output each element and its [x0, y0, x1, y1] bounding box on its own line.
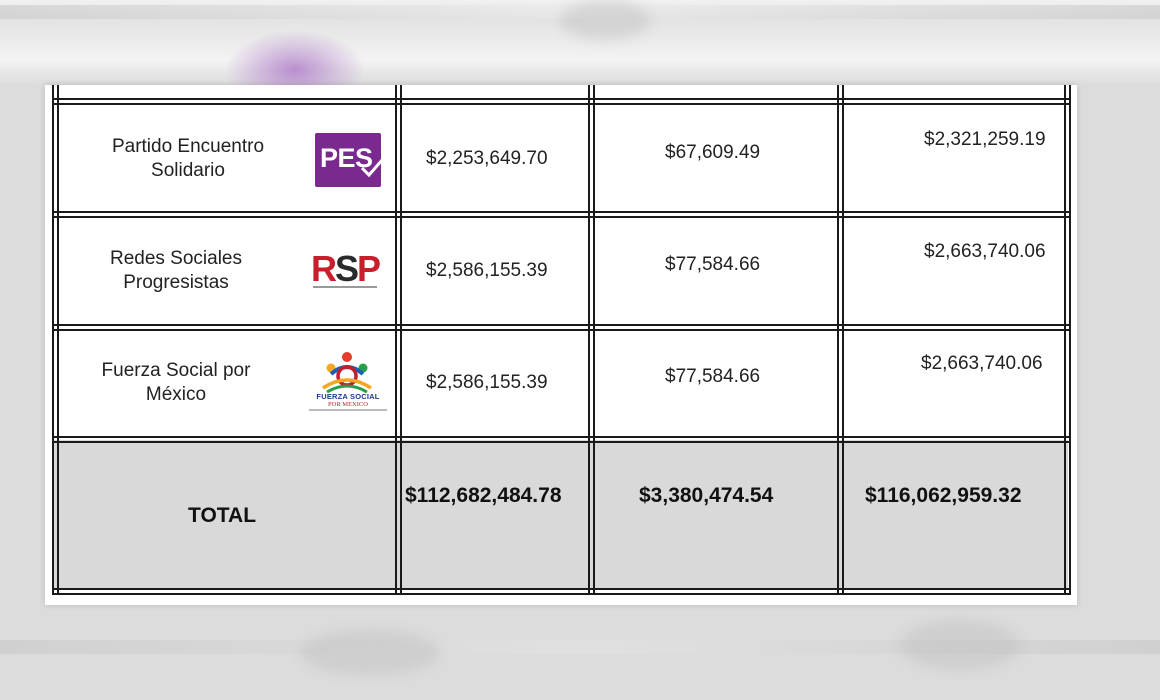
table-border	[52, 436, 1071, 438]
pes-logo: PES	[315, 133, 385, 187]
party-name-pes: Partido Encuentro Solidario	[111, 136, 265, 181]
table-border	[52, 98, 1071, 100]
table-border	[1069, 85, 1071, 595]
table-border	[57, 85, 59, 595]
table-cell: $2,586,155.39	[426, 372, 548, 393]
table-cell: $2,321,259.19	[924, 129, 1046, 150]
table-border	[52, 593, 1071, 595]
check-icon	[360, 158, 385, 178]
table-border	[842, 85, 844, 595]
table-cell: $2,253,649.70	[426, 148, 548, 169]
table-cell: $2,586,155.39	[426, 260, 548, 281]
total-row-shading	[54, 440, 1068, 590]
table-border	[52, 441, 1071, 443]
table-cell: $2,663,740.06	[924, 241, 1046, 262]
rsp-logo-text: RSP	[311, 248, 381, 289]
table-cell: $77,584.66	[665, 366, 761, 387]
fuerza-social-emblem-icon	[322, 352, 372, 394]
background-blob	[300, 630, 440, 675]
table-border	[588, 85, 590, 595]
background-blob	[900, 620, 1020, 670]
total-label: TOTAL	[188, 504, 257, 527]
total-cell: $112,682,484.78	[405, 484, 562, 507]
total-cell: $3,380,474.54	[639, 484, 774, 507]
table-cell: $67,609.49	[665, 142, 761, 163]
table-border	[52, 103, 1071, 105]
table-border	[52, 211, 1071, 213]
table-border	[837, 85, 839, 595]
document-sheet: Partido Encuentro Solidario PES $2,253,6…	[45, 85, 1077, 605]
table-border	[1064, 85, 1066, 595]
table-border	[52, 588, 1071, 590]
background-band	[0, 5, 1160, 19]
table-cell: $77,584.66	[665, 254, 761, 275]
total-cell: $116,062,959.32	[865, 484, 1022, 507]
table-border	[52, 85, 54, 595]
fuerza-social-logo: FUERZA SOCIAL POR MEXICO	[309, 350, 387, 418]
table-border	[400, 85, 402, 595]
party-name-rsp: Redes Sociales Progresistas	[109, 248, 243, 293]
table-border	[52, 329, 1071, 331]
table-border	[52, 216, 1071, 218]
table-border	[395, 85, 397, 595]
table-border	[593, 85, 595, 595]
fuerza-social-logo-subtext: POR MEXICO	[328, 401, 368, 408]
table-border	[52, 324, 1071, 326]
background-blob	[560, 0, 650, 40]
fuerza-social-logo-text: FUERZA SOCIAL	[316, 392, 380, 401]
table-cell: $2,663,740.06	[921, 353, 1043, 374]
party-name-fsm: Fuerza Social por México	[101, 360, 251, 405]
background-band	[0, 640, 1160, 654]
rsp-logo: RSP	[311, 246, 381, 294]
